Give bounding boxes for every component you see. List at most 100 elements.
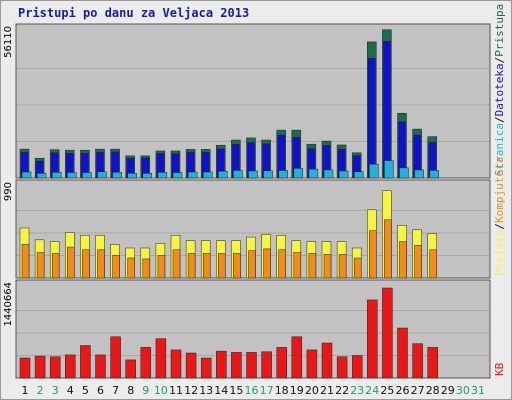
bar-stranica-day-1 — [21, 171, 32, 179]
bar-kb-day-12 — [185, 352, 197, 379]
bar-kompjutera-day-4 — [67, 246, 75, 279]
bar-kompjutera-day-28 — [429, 249, 437, 279]
bar-kompjutera-day-14 — [218, 253, 226, 279]
bar-stranica-day-21 — [323, 169, 334, 179]
x-tick-day-12: 12 — [184, 384, 198, 397]
hits-legend: Stranica/Datoteka/Pristupa — [493, 4, 506, 176]
x-tick-day-28: 28 — [426, 384, 440, 397]
x-tick-day-7: 7 — [112, 384, 119, 397]
bar-stranica-day-17 — [263, 170, 273, 179]
bar-kb-day-16 — [246, 352, 257, 379]
bar-kb-day-22 — [336, 356, 348, 379]
legend-text: / — [493, 116, 506, 123]
bar-stranica-day-15 — [233, 170, 243, 179]
visits-legend: Posjeta/Kompjutera — [493, 157, 506, 276]
bar-kb-day-21 — [321, 342, 333, 379]
bar-stranica-day-16 — [248, 170, 258, 179]
bar-kb-day-8 — [125, 359, 136, 379]
legend-text: Datoteka — [493, 63, 506, 116]
bar-kb-day-25 — [382, 287, 393, 379]
bar-kb-day-11 — [170, 349, 182, 379]
legend-text: KB — [493, 362, 506, 376]
bar-kompjutera-day-5 — [82, 249, 90, 279]
bar-stranica-day-18 — [278, 170, 288, 179]
x-tick-day-16: 16 — [245, 384, 259, 397]
x-tick-day-24: 24 — [365, 384, 379, 397]
bar-kompjutera-day-6 — [97, 249, 105, 279]
bar-stranica-day-11 — [172, 172, 183, 179]
bar-kb-day-14 — [216, 350, 227, 379]
bar-kompjutera-day-20 — [308, 253, 317, 279]
bar-kb-day-2 — [34, 355, 46, 379]
x-tick-day-2: 2 — [37, 384, 44, 397]
x-tick-day-25: 25 — [380, 384, 394, 397]
bar-datoteka-day-24 — [368, 58, 376, 179]
x-tick-day-3: 3 — [52, 384, 59, 397]
bar-stranica-day-23 — [353, 171, 364, 179]
bar-stranica-day-9 — [142, 173, 153, 179]
bar-stranica-day-19 — [293, 168, 304, 179]
bar-kompjutera-day-13 — [202, 253, 211, 279]
bar-kompjutera-day-23 — [353, 257, 362, 279]
legend-text: Posjeta — [493, 230, 506, 276]
bar-kompjutera-day-22 — [338, 254, 347, 279]
legend-text: Pristupa — [493, 4, 506, 57]
x-tick-day-1: 1 — [22, 384, 29, 397]
bar-kompjutera-day-17 — [263, 248, 271, 279]
x-tick-day-22: 22 — [335, 384, 349, 397]
bar-kb-day-7 — [110, 336, 121, 379]
bar-stranica-day-20 — [308, 168, 319, 179]
x-tick-day-9: 9 — [142, 384, 149, 397]
bar-stranica-day-2 — [36, 173, 47, 179]
bar-kb-day-19 — [291, 336, 303, 379]
bar-kompjutera-day-10 — [157, 255, 166, 279]
x-tick-day-10: 10 — [154, 384, 168, 397]
bar-stranica-day-27 — [414, 169, 424, 179]
bar-kompjutera-day-8 — [127, 257, 135, 279]
bar-stranica-day-13 — [202, 171, 213, 179]
legend-text: Kompjutera — [493, 157, 506, 223]
bar-kb-day-3 — [49, 356, 61, 379]
bar-kompjutera-day-26 — [399, 241, 407, 279]
kbytes-legend: KB — [493, 362, 506, 376]
bar-stranica-day-8 — [127, 173, 137, 179]
bar-kb-day-18 — [276, 347, 287, 379]
bar-kb-day-23 — [351, 355, 363, 379]
x-tick-day-30: 30 — [456, 384, 470, 397]
bar-kompjutera-day-19 — [293, 252, 302, 279]
bar-kb-day-10 — [155, 338, 167, 379]
bar-stranica-day-6 — [97, 171, 107, 179]
bar-kompjutera-day-16 — [248, 250, 256, 279]
bar-kb-day-27 — [412, 343, 423, 379]
bar-kompjutera-day-24 — [369, 230, 377, 279]
bar-kb-day-6 — [95, 354, 106, 379]
x-tick-day-11: 11 — [169, 384, 183, 397]
bar-kompjutera-day-1 — [21, 244, 30, 279]
legend-text: / — [493, 57, 506, 64]
chart-title: Pristupi po danu za Veljaca 2013 — [18, 6, 250, 20]
bar-kb-day-5 — [80, 345, 91, 379]
x-tick-day-5: 5 — [82, 384, 89, 397]
bar-kompjutera-day-12 — [187, 253, 196, 279]
bar-kb-day-1 — [19, 357, 31, 379]
x-tick-day-14: 14 — [214, 384, 228, 397]
bar-kb-day-15 — [231, 352, 242, 379]
bar-kompjutera-day-9 — [142, 258, 151, 279]
bar-stranica-day-4 — [67, 172, 77, 179]
x-tick-day-21: 21 — [320, 384, 334, 397]
bar-kompjutera-day-7 — [112, 255, 120, 279]
x-tick-day-31: 31 — [471, 384, 485, 397]
x-tick-day-17: 17 — [260, 384, 274, 397]
bar-kb-day-20 — [306, 349, 318, 379]
bar-datoteka-day-25 — [383, 41, 391, 179]
x-tick-day-4: 4 — [67, 384, 74, 397]
bar-stranica-day-5 — [82, 172, 92, 179]
bar-kb-day-24 — [367, 299, 378, 379]
bar-kompjutera-day-2 — [36, 252, 45, 279]
x-tick-day-26: 26 — [396, 384, 410, 397]
bar-kompjutera-day-21 — [323, 254, 332, 279]
visits-ymax-label: 990 — [3, 182, 14, 201]
bar-kb-day-4 — [65, 354, 76, 379]
kbytes-ymax-label: 1440664 — [3, 282, 14, 327]
